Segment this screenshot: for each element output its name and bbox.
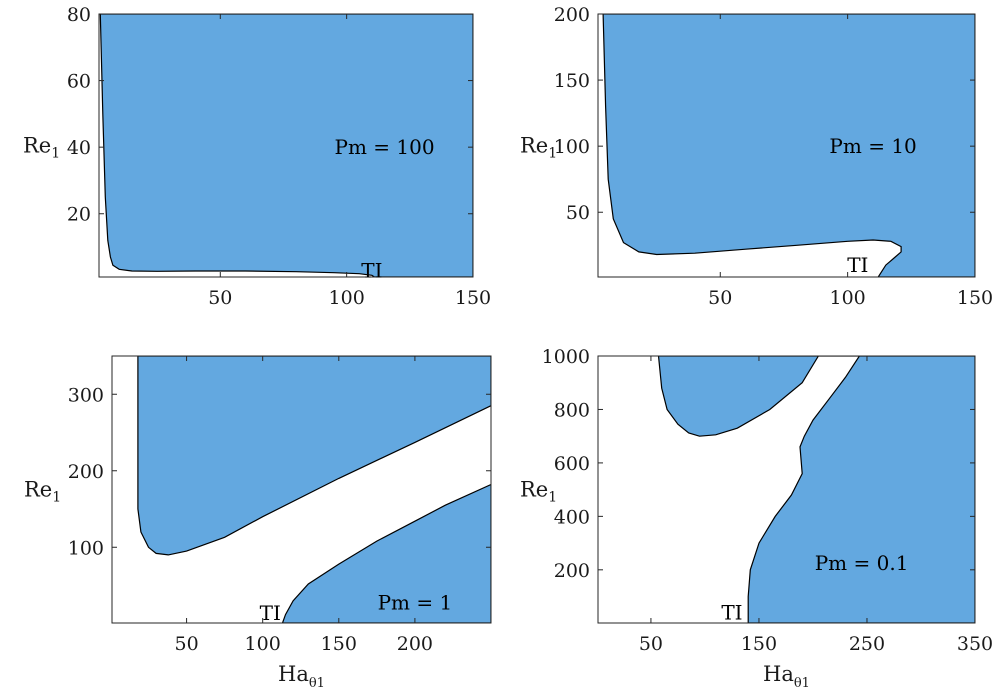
x-axis-label: Haθ1 <box>278 662 325 691</box>
x-tick-label: 250 <box>849 633 885 655</box>
upper-unstable-region <box>657 356 975 437</box>
y-tick-label: 80 <box>67 4 91 26</box>
x-axis-label: Haθ1 <box>763 662 810 691</box>
pm-label: Pm = 0.1 <box>815 551 909 575</box>
pm-label: Pm = 1 <box>378 590 453 614</box>
y-tick-label: 400 <box>554 506 590 528</box>
axes-frame <box>597 13 976 278</box>
x-tick-label: 50 <box>208 287 232 309</box>
axes-frame <box>111 355 492 624</box>
y-tick-label: 800 <box>554 399 590 421</box>
ti-label: TI <box>721 601 742 625</box>
y-tick-label: 600 <box>554 453 590 475</box>
x-tick-label: 100 <box>329 287 365 309</box>
y-axis-label: Re1 <box>24 478 61 506</box>
y-tick-label: 1000 <box>542 346 590 368</box>
ti-label: TI <box>260 601 281 625</box>
y-tick-label: 100 <box>68 537 104 559</box>
x-tick-label: 150 <box>741 633 777 655</box>
y-tick-label: 200 <box>554 560 590 582</box>
axes-frame <box>597 355 976 624</box>
x-tick-label: 350 <box>957 633 993 655</box>
unstable-region <box>99 14 473 277</box>
y-tick-label: 300 <box>68 384 104 406</box>
pm-label: Pm = 100 <box>335 135 435 159</box>
y-tick-label: 20 <box>67 204 91 226</box>
pm-label: Pm = 10 <box>829 134 916 158</box>
unstable-region <box>602 14 975 277</box>
ti-label: TI <box>361 258 382 282</box>
y-tick-label: 60 <box>67 71 91 93</box>
x-tick-label: 100 <box>830 287 866 309</box>
y-tick-label: 200 <box>68 461 104 483</box>
ti-label: TI <box>847 253 868 277</box>
x-tick-label: 100 <box>245 633 281 655</box>
axes-frame <box>98 13 474 278</box>
y-axis-label: Re1 <box>23 134 60 162</box>
y-axis-label: Re1 <box>520 478 557 506</box>
panel-4: 50 150 250 350 200 400 600 800 1000 Re1 Haθ1 Pm = 0… <box>520 346 993 691</box>
y-tick-label: 200 <box>554 4 590 26</box>
y-axis-label: Re1 <box>520 134 557 162</box>
x-tick-label: 150 <box>455 287 491 309</box>
panel-1: 50 100 150 20 40 60 80 Re1 Pm = 100 TI <box>23 4 491 309</box>
x-tick-label: 50 <box>708 287 732 309</box>
right-unstable-region <box>747 356 975 623</box>
y-tick-label: 40 <box>67 137 91 159</box>
upper-unstable-region <box>137 356 491 556</box>
panel-2: 50 100 150 50 100 150 200 Re1 Pm = 10 TI <box>520 4 993 309</box>
x-tick-label: 150 <box>957 287 993 309</box>
x-tick-label: 150 <box>321 633 357 655</box>
y-tick-label: 150 <box>554 70 590 92</box>
x-tick-label: 50 <box>639 633 663 655</box>
x-tick-label: 200 <box>397 633 433 655</box>
y-tick-label: 50 <box>566 202 590 224</box>
y-tick-label: 100 <box>554 136 590 158</box>
panel-3: 50 100 150 200 100 200 300 Re1 Haθ1 Pm = 1 TI <box>24 355 492 691</box>
x-tick-label: 50 <box>174 633 198 655</box>
lower-unstable-region <box>281 483 491 623</box>
